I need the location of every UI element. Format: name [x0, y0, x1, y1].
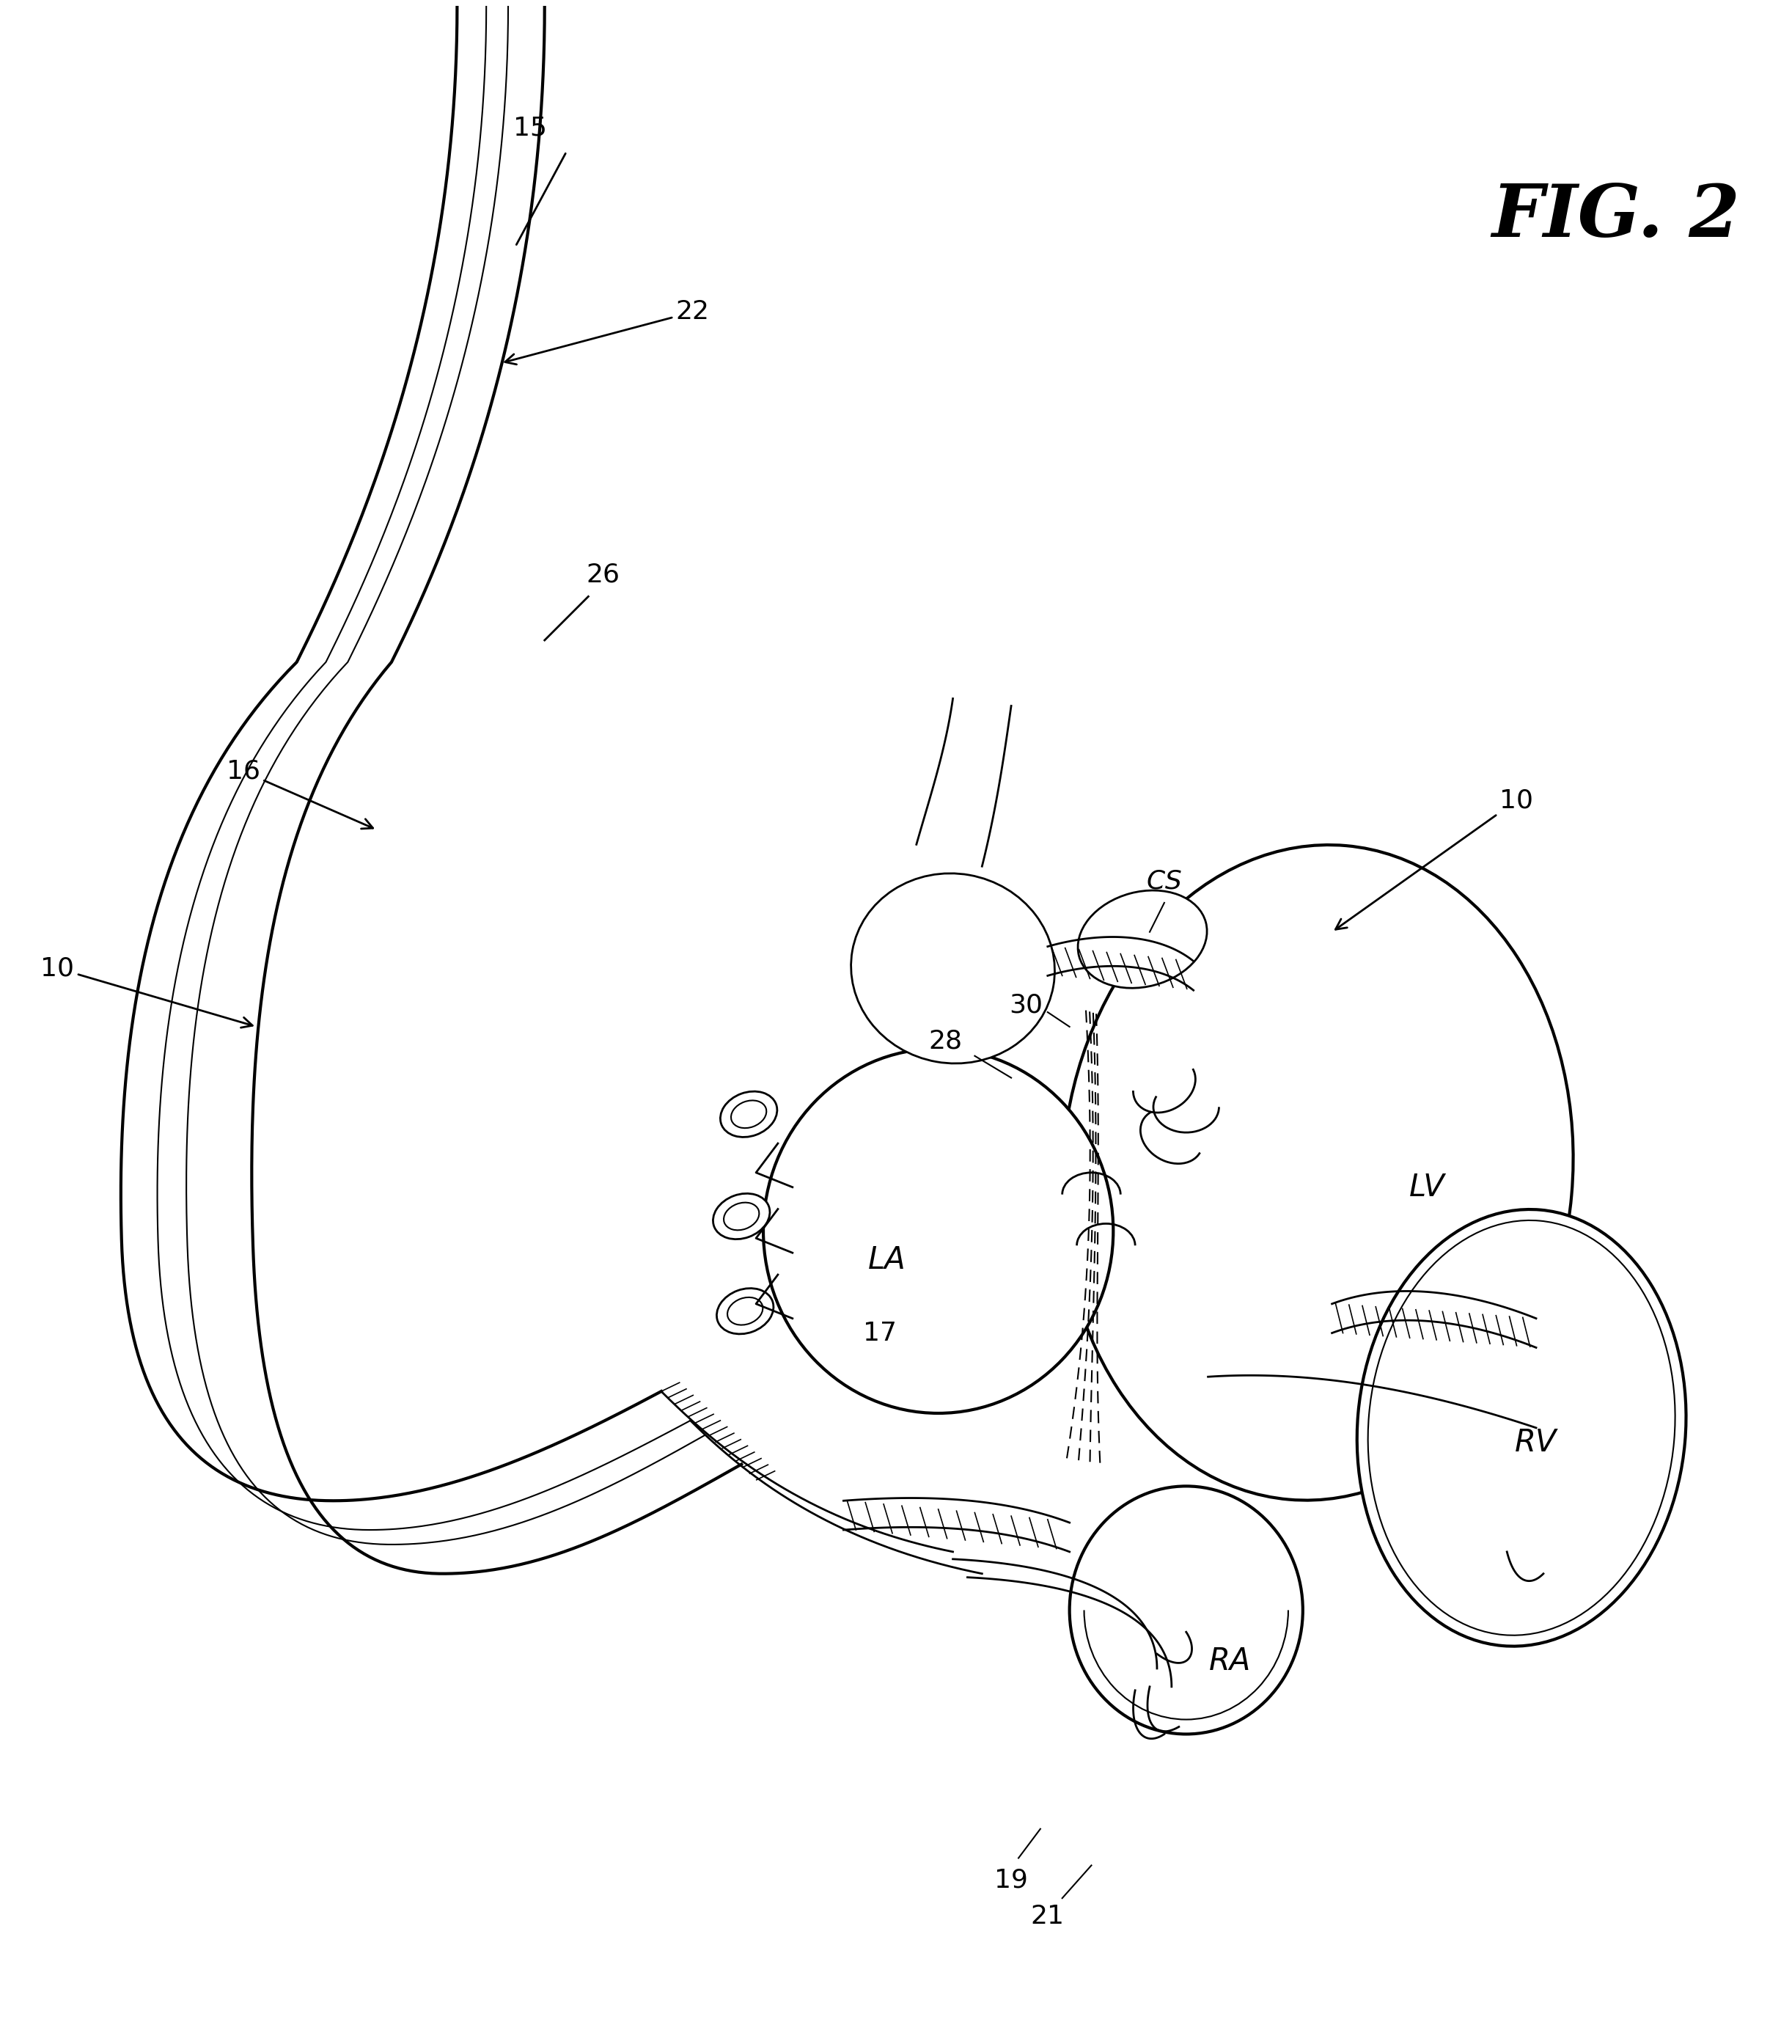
Text: 17: 17: [864, 1320, 896, 1345]
Ellipse shape: [1061, 844, 1573, 1500]
Ellipse shape: [1357, 1210, 1686, 1645]
Ellipse shape: [731, 1100, 767, 1128]
Ellipse shape: [717, 1288, 774, 1335]
Ellipse shape: [724, 1202, 760, 1230]
Text: 15: 15: [513, 117, 547, 141]
Text: LV: LV: [1409, 1171, 1444, 1202]
Text: RA: RA: [1210, 1645, 1251, 1676]
Ellipse shape: [728, 1298, 763, 1325]
Text: 21: 21: [1030, 1903, 1064, 1930]
Text: RV: RV: [1514, 1427, 1557, 1457]
Text: CS: CS: [1147, 869, 1183, 893]
Text: 30: 30: [1009, 993, 1043, 1018]
Ellipse shape: [720, 1091, 778, 1136]
Text: LA: LA: [869, 1245, 907, 1275]
Ellipse shape: [713, 1194, 771, 1239]
Text: 10: 10: [1335, 789, 1534, 930]
Text: 10: 10: [41, 957, 253, 1028]
Text: 26: 26: [586, 562, 620, 587]
Text: 22: 22: [505, 300, 710, 364]
Ellipse shape: [1070, 1486, 1303, 1733]
Ellipse shape: [1077, 891, 1208, 987]
Ellipse shape: [851, 873, 1055, 1063]
Text: 19: 19: [995, 1868, 1029, 1893]
Text: 28: 28: [928, 1028, 962, 1055]
Ellipse shape: [763, 1049, 1113, 1412]
Text: FIG. 2: FIG. 2: [1491, 180, 1740, 251]
Text: 16: 16: [226, 758, 373, 828]
